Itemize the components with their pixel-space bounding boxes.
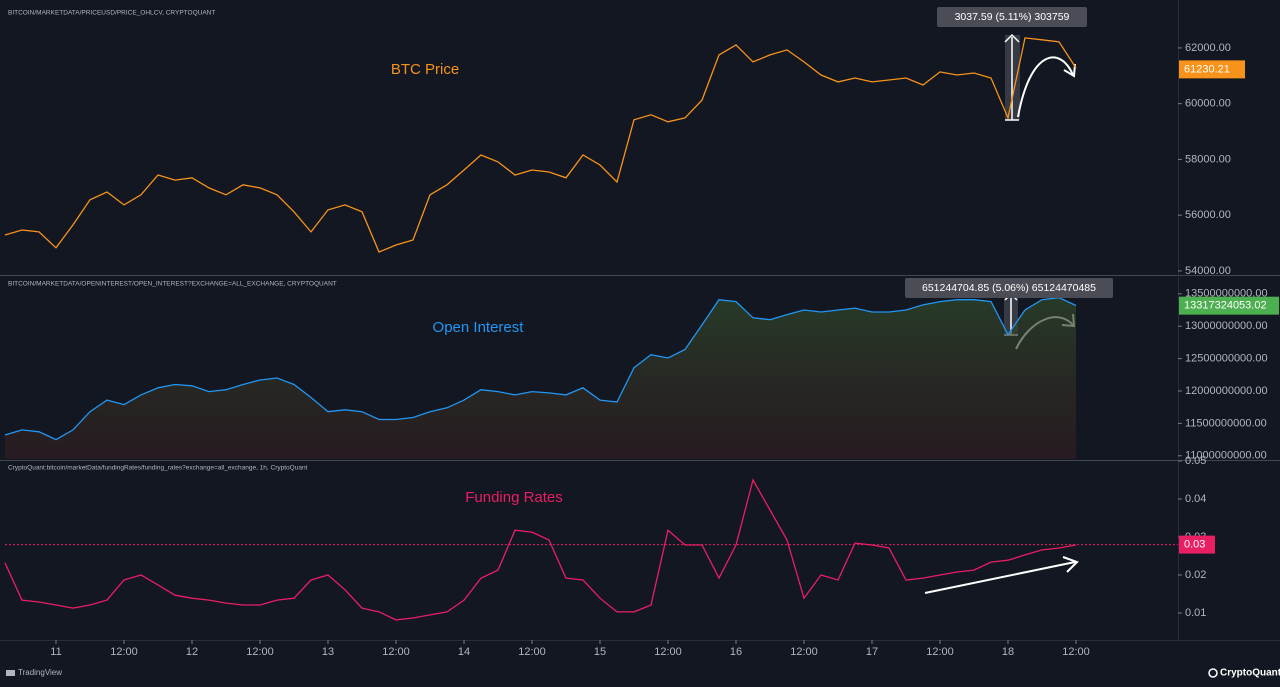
tradingview-logo [6, 670, 15, 676]
measure-box [905, 278, 1113, 298]
y-tick-label: 12500000000.00 [1185, 353, 1268, 365]
measure-label: 651244704.85 (5.06%) 65124470485 [922, 282, 1096, 294]
last-value-badge [1179, 60, 1245, 79]
x-tick-label: 12:00 [110, 646, 138, 658]
x-tick-label: 12:00 [382, 646, 410, 658]
last-value-label: 61230.21 [1184, 63, 1230, 75]
line [4, 297, 1077, 441]
y-tick-label: 54000.00 [1185, 265, 1231, 277]
x-tick-label: 18 [1002, 646, 1014, 658]
y-tick-label: 11500000000.00 [1185, 417, 1267, 429]
footer-left: TradingView [18, 668, 62, 677]
y-tick-label: 60000.00 [1185, 98, 1231, 110]
series-title: Open Interest [433, 319, 525, 336]
y-tick-label: 11000000000.00 [1185, 450, 1267, 462]
y-tick-label: 13000000000.00 [1185, 320, 1268, 332]
series-title: BTC Price [391, 61, 459, 78]
x-tick-label: 11 [50, 646, 61, 658]
x-tick-label: 17 [866, 646, 878, 658]
x-tick-label: 14 [458, 646, 470, 658]
last-value-badge [1179, 296, 1279, 315]
x-tick-label: 12:00 [654, 646, 682, 658]
y-tick-label: 58000.00 [1185, 153, 1231, 165]
y-tick-label: 0.02 [1185, 569, 1206, 581]
x-tick-label: 12 [186, 646, 198, 658]
line [4, 37, 1077, 253]
measure-label: 3037.59 (5.11%) 303759 [955, 11, 1070, 23]
last-value-label: 13317324053.02 [1184, 300, 1267, 312]
y-tick-label: 0.04 [1185, 493, 1206, 505]
line [4, 478, 1077, 621]
area [5, 297, 1076, 459]
last-value-badge [1179, 535, 1215, 554]
pane-header: BITCOIN/MARKETDATA/PRICEUSD/PRICE_OHLCV,… [8, 10, 215, 17]
y-tick-label: 0.01 [1185, 607, 1206, 619]
series-title: Funding Rates [465, 489, 563, 506]
x-tick-label: 12:00 [518, 646, 546, 658]
x-tick-label: 15 [594, 646, 606, 658]
y-tick-label: 56000.00 [1185, 209, 1231, 221]
footer-right: CryptoQuant [1220, 668, 1280, 679]
y-tick-label: 0.05 [1185, 455, 1206, 467]
y-tick-label: 62000.00 [1185, 42, 1231, 54]
measure-box [937, 7, 1087, 27]
x-tick-label: 12:00 [1062, 646, 1090, 658]
last-value-label: 0.03 [1184, 539, 1205, 551]
cryptoquant-logo [1208, 668, 1218, 678]
x-tick-label: 12:00 [926, 646, 954, 658]
x-tick-label: 16 [730, 646, 742, 658]
x-tick-label: 13 [322, 646, 334, 658]
x-tick-label: 12:00 [246, 646, 274, 658]
y-tick-label: 12000000000.00 [1185, 385, 1268, 397]
pane-header: BITCOIN/MARKETDATA/OPENINTEREST/OPEN_INT… [8, 281, 337, 288]
x-tick-label: 12:00 [790, 646, 818, 658]
pane-header: CryptoQuant:bitcoin/marketData/fundingRa… [8, 465, 308, 472]
